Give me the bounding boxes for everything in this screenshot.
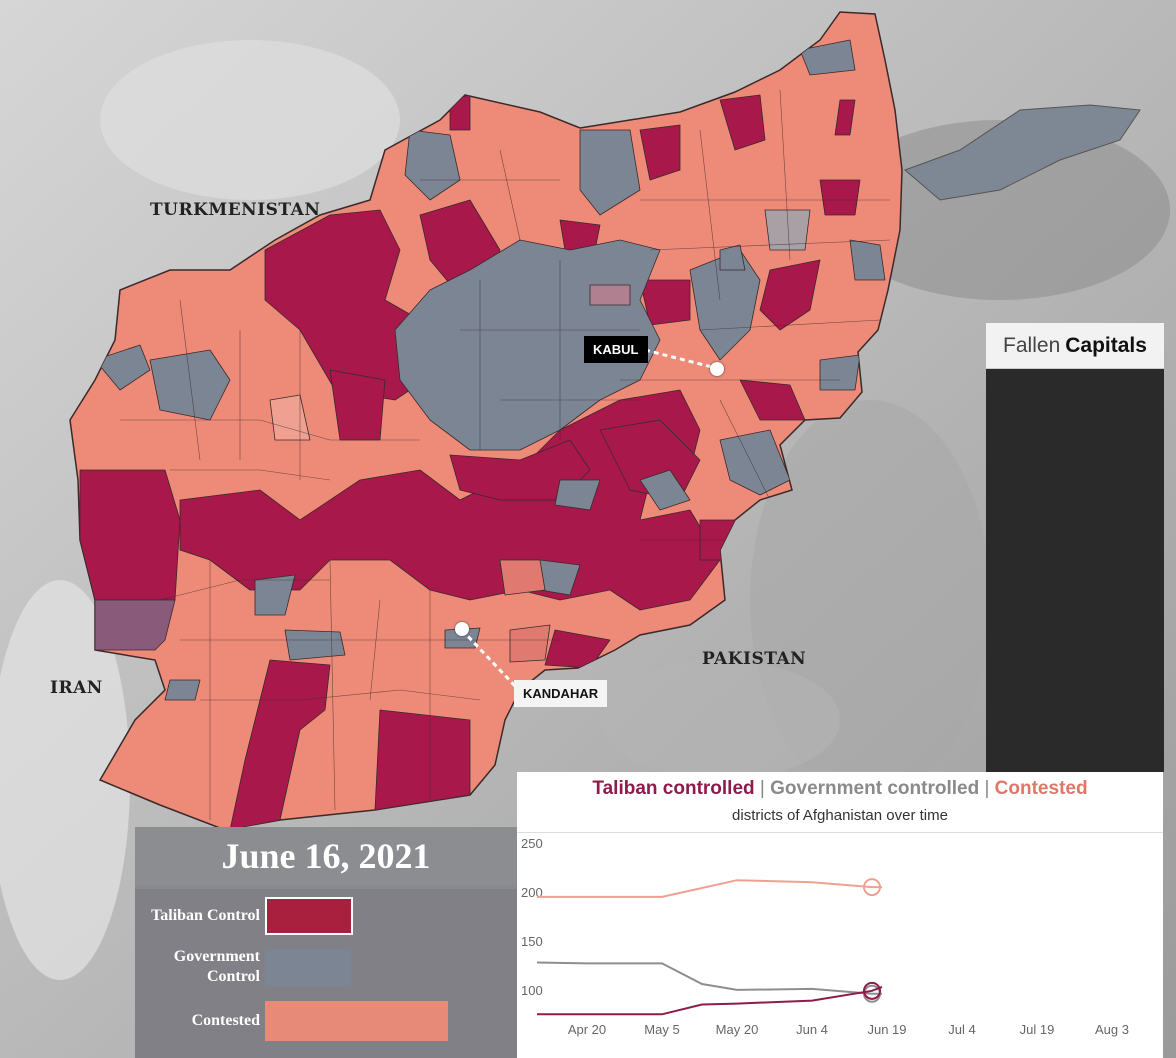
- chart-divider: [517, 832, 1163, 833]
- legend-label-government-line2: Control: [206, 968, 260, 985]
- legend-box: June 16, 2021 Taliban Control Government…: [135, 827, 517, 1058]
- city-marker-kandahar[interactable]: [455, 622, 469, 636]
- series-line-government-controlled[interactable]: [536, 961, 882, 995]
- y-tick-label: 250: [521, 836, 543, 851]
- x-tick-label: Aug 3: [1095, 1022, 1129, 1037]
- legend-item-government: Government Control: [135, 947, 517, 993]
- chart-title-contested: Contested: [994, 778, 1088, 799]
- x-tick-label: Jul 4: [948, 1022, 975, 1037]
- legend-swatch-contested: [265, 1001, 448, 1041]
- fallen-capitals-image: [986, 369, 1164, 772]
- legend-label-contested: Contested: [191, 1012, 260, 1029]
- city-marker-kabul[interactable]: [710, 362, 724, 376]
- legend-item-contested: Contested: [135, 1001, 517, 1041]
- legend-label-government: Government Control: [174, 947, 260, 987]
- chart-panel: Taliban controlled | Government controll…: [517, 772, 1163, 1058]
- legend-item-taliban: Taliban Control: [135, 897, 517, 937]
- series-line-contested[interactable]: [537, 879, 882, 898]
- legend-swatch-government: [265, 949, 351, 987]
- x-tick-label: Jun 19: [867, 1022, 906, 1037]
- chart-title: Taliban controlled | Government controll…: [517, 778, 1163, 800]
- label-iran: IRAN: [50, 678, 103, 698]
- chart-subtitle: districts of Afghanistan over time: [732, 807, 948, 824]
- legend-swatch-taliban: [265, 897, 353, 935]
- current-point-marker[interactable]: [863, 981, 881, 1000]
- fallen-capitals-panel: Fallen Capitals: [986, 323, 1164, 772]
- legend-body: Taliban Control Government Control Conte…: [135, 889, 517, 1058]
- current-point-marker[interactable]: [863, 878, 881, 897]
- x-tick-label: Jul 19: [1020, 1022, 1055, 1037]
- chart-title-separator: |: [759, 778, 765, 799]
- current-date: June 16, 2021: [135, 827, 517, 885]
- fallen-capitals-bold: Capitals: [1065, 333, 1147, 357]
- chart-title-separator: |: [984, 778, 990, 799]
- fallen-capitals-header: Fallen Capitals: [986, 323, 1164, 369]
- y-tick-label: 100: [521, 983, 543, 998]
- x-tick-label: May 5: [644, 1022, 679, 1037]
- fallen-capitals-prefix: Fallen: [1003, 333, 1061, 357]
- city-label-kabul: KABUL: [584, 336, 648, 363]
- label-pakistan: PAKISTAN: [702, 649, 807, 669]
- city-label-kandahar: KANDAHAR: [514, 680, 608, 707]
- legend-label-government-line1: Government: [173, 948, 260, 965]
- chart-title-taliban: Taliban controlled: [592, 778, 755, 799]
- x-tick-label: May 20: [716, 1022, 759, 1037]
- chart-title-government: Government controlled: [770, 778, 980, 799]
- legend-label-taliban: Taliban Control: [151, 907, 260, 924]
- x-tick-label: Jun 4: [796, 1022, 828, 1037]
- x-tick-label: Apr 20: [568, 1022, 606, 1037]
- label-turkmenistan: TURKMENISTAN: [150, 200, 321, 220]
- series-line-taliban-controlled[interactable]: [537, 985, 883, 1016]
- y-tick-label: 150: [521, 934, 543, 949]
